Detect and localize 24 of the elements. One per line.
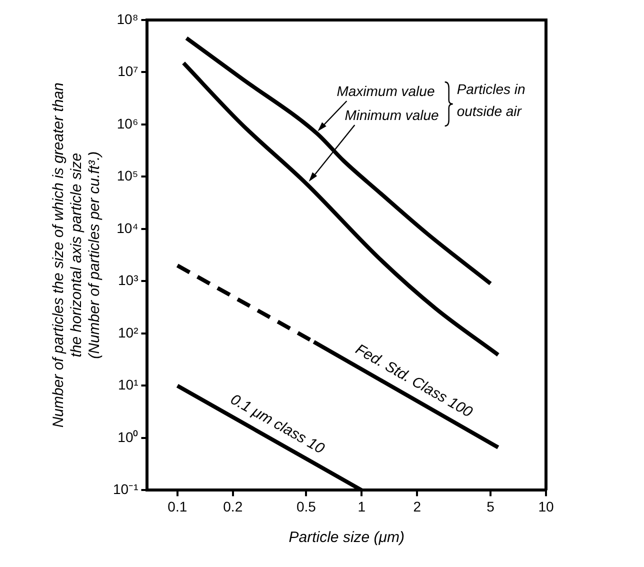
x-axis-title: Particle size (μm) — [288, 529, 404, 546]
y-tick-label: 10¹ — [118, 376, 139, 393]
annotation: Maximum value — [336, 82, 435, 99]
annotation: Particles in outside air — [456, 80, 526, 119]
x-tick-label: 5 — [486, 498, 495, 514]
y-tick-label: 10⁴ — [116, 220, 138, 236]
x-tick-label: 0.5 — [296, 498, 316, 514]
x-tick-label: 0.1 — [168, 498, 188, 514]
y-axis-title: Number of particles the size of which is greater than the horizontal axis particle size (Number of particles per cu.ft³.) — [50, 82, 104, 428]
y-tick-label: 10² — [118, 324, 139, 340]
annotation: Minimum value — [344, 106, 440, 123]
y-tick-label: 10⁰ — [118, 428, 138, 445]
x-tick-label: 2 — [413, 498, 422, 514]
text: Fed. Std. Class 100 — [352, 340, 476, 422]
y-tick-label: 10³ — [118, 272, 139, 288]
y-tick-label: 10⁵ — [116, 168, 138, 184]
x-tick-label: 0.2 — [223, 498, 243, 514]
x-tick-label: 1 — [358, 498, 366, 514]
y-tick-label: 10⁻¹ — [113, 481, 139, 498]
y-tick-label: 10⁸ — [116, 10, 138, 27]
y-tick-label: 10⁷ — [118, 63, 138, 80]
text: 0.1 μm class 10 — [228, 390, 328, 458]
y-tick-label: 10⁶ — [116, 115, 138, 132]
x-tick-label: 10 — [538, 498, 554, 514]
